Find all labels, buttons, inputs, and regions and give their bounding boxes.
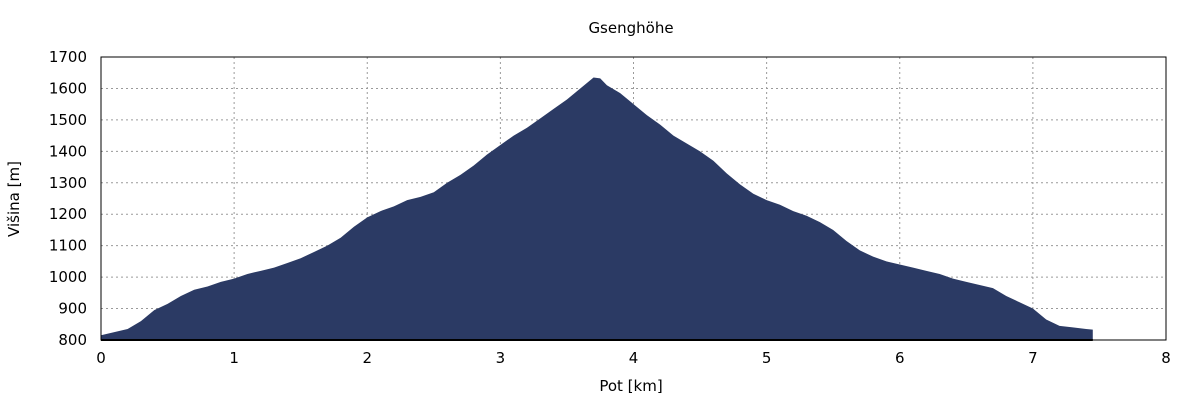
x-tick-label: 3 xyxy=(496,349,506,367)
y-tick-label: 1300 xyxy=(49,174,87,192)
y-tick-label: 900 xyxy=(58,300,87,318)
y-tick-label: 1700 xyxy=(49,48,87,66)
y-tick-label: 1600 xyxy=(49,79,87,97)
x-tick-label: 6 xyxy=(895,349,905,367)
chart-title: Gsenghöhe xyxy=(588,19,673,37)
elevation-area xyxy=(101,77,1093,340)
x-tick-label: 2 xyxy=(362,349,372,367)
y-tick-labels: 800 900 1000 1100 1200 1300 1400 1500 1600 1700 xyxy=(49,48,87,349)
x-tick-label: 8 xyxy=(1161,349,1171,367)
y-axis-label: Višina [m] xyxy=(5,161,23,237)
y-tick-label: 1500 xyxy=(49,111,87,129)
x-tick-labels: 0 1 2 3 4 5 6 7 8 xyxy=(96,349,1171,367)
x-tick-label: 1 xyxy=(229,349,239,367)
y-tick-label: 1400 xyxy=(49,142,87,160)
y-tick-label: 1200 xyxy=(49,205,87,223)
y-tick-label: 800 xyxy=(58,331,87,349)
x-tick-label: 7 xyxy=(1028,349,1038,367)
x-axis-label: Pot [km] xyxy=(599,377,662,395)
x-tick-label: 0 xyxy=(96,349,106,367)
y-tick-label: 1000 xyxy=(49,268,87,286)
y-tick-label: 1100 xyxy=(49,237,87,255)
x-tick-label: 5 xyxy=(762,349,772,367)
plot-frame xyxy=(100,56,1167,341)
x-tick-label: 4 xyxy=(629,349,639,367)
